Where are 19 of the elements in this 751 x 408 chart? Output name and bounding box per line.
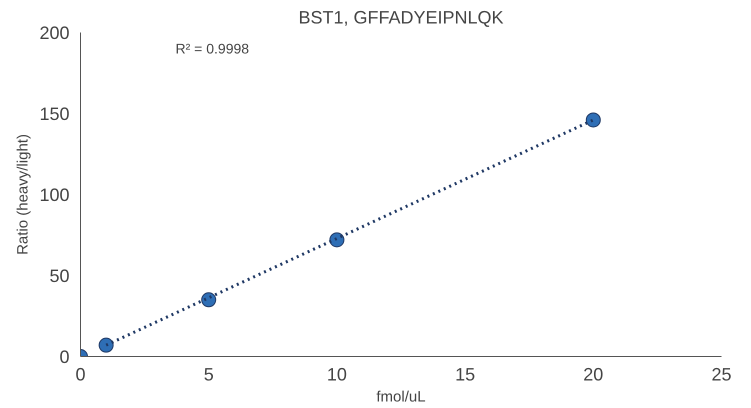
x-tick-label: 25: [711, 364, 732, 384]
x-tick-label: 0: [75, 364, 86, 384]
x-tick-label: 10: [326, 364, 347, 384]
y-tick-label: 50: [49, 266, 70, 286]
point: [201, 292, 216, 308]
y-tick-label: 150: [39, 104, 70, 124]
y-tick-label: 100: [39, 185, 70, 205]
chart-title: BST1, GFFADYEIPNLQK: [298, 8, 504, 28]
x-tick-label: 20: [583, 364, 604, 384]
x-axis-title: fmol/uL: [376, 388, 426, 406]
y-axis-title: Ratio (heavy/light): [14, 134, 32, 255]
point: [329, 232, 344, 248]
x-tick-label: 15: [455, 364, 476, 384]
annotation: R² = 0.9998: [176, 40, 250, 56]
y-tick-label: 200: [39, 23, 70, 43]
point: [98, 338, 114, 353]
x-tick-label: 5: [204, 364, 214, 384]
y-tick-label: 0: [59, 347, 70, 367]
point: [586, 112, 601, 128]
